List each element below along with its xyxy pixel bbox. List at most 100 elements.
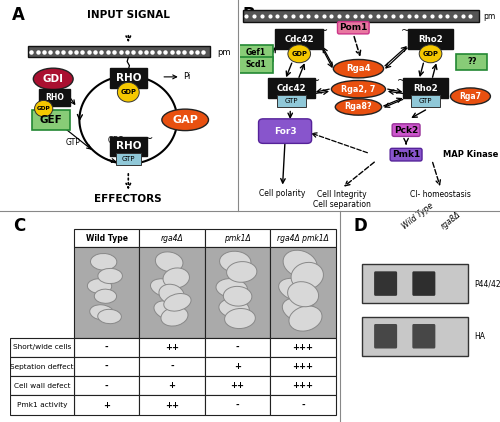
- Text: -: -: [236, 400, 240, 410]
- FancyBboxPatch shape: [205, 246, 270, 338]
- Ellipse shape: [163, 268, 190, 288]
- FancyBboxPatch shape: [362, 316, 469, 356]
- Ellipse shape: [164, 294, 191, 311]
- Ellipse shape: [159, 284, 184, 304]
- Ellipse shape: [161, 307, 188, 326]
- FancyBboxPatch shape: [258, 119, 312, 143]
- Text: Gef1: Gef1: [246, 49, 266, 57]
- Text: GTP: GTP: [418, 98, 432, 104]
- Text: GDP: GDP: [292, 51, 307, 57]
- Ellipse shape: [154, 301, 182, 320]
- Text: +++: +++: [292, 343, 314, 352]
- Ellipse shape: [278, 278, 316, 302]
- FancyBboxPatch shape: [74, 395, 140, 415]
- Text: Pck2: Pck2: [394, 126, 418, 135]
- Text: Short/wide cells: Short/wide cells: [13, 344, 71, 350]
- Text: ~: ~: [319, 26, 328, 36]
- FancyBboxPatch shape: [140, 230, 205, 246]
- FancyBboxPatch shape: [110, 68, 147, 88]
- Text: Rho2: Rho2: [418, 35, 443, 44]
- Text: +: +: [168, 381, 175, 390]
- Text: -: -: [105, 381, 108, 390]
- Ellipse shape: [332, 81, 386, 98]
- Text: GTP: GTP: [285, 98, 298, 104]
- Ellipse shape: [282, 298, 317, 323]
- Ellipse shape: [156, 252, 183, 272]
- FancyBboxPatch shape: [140, 338, 205, 357]
- Text: Rho2: Rho2: [413, 84, 438, 93]
- Text: Rga7: Rga7: [460, 92, 481, 101]
- Text: GAP: GAP: [172, 115, 198, 125]
- Text: pm: pm: [217, 48, 230, 57]
- Ellipse shape: [224, 287, 252, 306]
- Circle shape: [288, 45, 310, 63]
- Text: Cell Integrity
Cell separation: Cell Integrity Cell separation: [313, 190, 370, 209]
- FancyBboxPatch shape: [74, 338, 140, 357]
- Text: Wild Type: Wild Type: [400, 201, 436, 231]
- Text: HA: HA: [474, 332, 486, 341]
- Text: Pmk1 activity: Pmk1 activity: [16, 402, 67, 408]
- FancyBboxPatch shape: [140, 395, 205, 415]
- Text: P44/42: P44/42: [474, 279, 500, 288]
- Text: ~: ~: [400, 26, 410, 36]
- FancyBboxPatch shape: [205, 357, 270, 376]
- FancyBboxPatch shape: [116, 153, 141, 165]
- FancyBboxPatch shape: [276, 30, 323, 49]
- Text: Cell polarity: Cell polarity: [260, 189, 306, 198]
- FancyBboxPatch shape: [268, 78, 316, 98]
- Text: Rga8?: Rga8?: [344, 103, 372, 111]
- Text: MAP Kinase: MAP Kinase: [444, 150, 499, 159]
- Ellipse shape: [94, 289, 116, 303]
- Text: pm: pm: [484, 12, 496, 21]
- Text: Cdc42: Cdc42: [276, 84, 306, 93]
- Text: ~: ~: [312, 76, 320, 86]
- FancyBboxPatch shape: [140, 246, 205, 338]
- FancyBboxPatch shape: [10, 338, 74, 357]
- Text: rga8Δ: rga8Δ: [439, 210, 462, 231]
- Text: GDP: GDP: [120, 89, 136, 95]
- Text: EFFECTORS: EFFECTORS: [94, 194, 162, 204]
- Text: rga4Δ: rga4Δ: [160, 233, 184, 243]
- Text: ++: ++: [165, 343, 179, 352]
- Text: GDP: GDP: [422, 51, 438, 57]
- Text: ??: ??: [467, 57, 476, 66]
- Text: B: B: [242, 6, 255, 24]
- Text: -: -: [236, 343, 240, 352]
- Text: Rga4: Rga4: [346, 64, 371, 73]
- Text: RHO: RHO: [116, 73, 141, 83]
- Circle shape: [34, 100, 53, 117]
- Text: +++: +++: [292, 381, 314, 390]
- Text: ++: ++: [230, 381, 244, 390]
- Ellipse shape: [162, 109, 208, 130]
- Text: +++: +++: [292, 362, 314, 371]
- Ellipse shape: [224, 308, 256, 329]
- Ellipse shape: [90, 254, 117, 270]
- FancyBboxPatch shape: [74, 230, 140, 246]
- Text: Pi: Pi: [183, 73, 190, 81]
- Ellipse shape: [98, 309, 122, 324]
- FancyBboxPatch shape: [412, 324, 436, 349]
- Ellipse shape: [98, 268, 122, 284]
- Text: -: -: [105, 343, 108, 352]
- FancyBboxPatch shape: [10, 357, 74, 376]
- Ellipse shape: [220, 251, 251, 272]
- Text: GTP: GTP: [122, 156, 135, 162]
- Text: ~: ~: [142, 132, 153, 145]
- Text: Cell wall defect: Cell wall defect: [14, 383, 70, 389]
- Ellipse shape: [90, 305, 114, 320]
- Ellipse shape: [450, 88, 490, 105]
- Ellipse shape: [226, 262, 257, 282]
- Text: GDP: GDP: [37, 106, 51, 111]
- Text: RHO: RHO: [45, 93, 64, 102]
- Ellipse shape: [216, 279, 248, 298]
- Text: RHO: RHO: [116, 141, 141, 151]
- FancyBboxPatch shape: [140, 376, 205, 395]
- FancyBboxPatch shape: [39, 89, 70, 106]
- FancyBboxPatch shape: [205, 338, 270, 357]
- FancyBboxPatch shape: [278, 95, 305, 107]
- FancyBboxPatch shape: [74, 246, 140, 338]
- FancyBboxPatch shape: [28, 46, 210, 57]
- FancyBboxPatch shape: [205, 230, 270, 246]
- Text: Cdc42: Cdc42: [284, 35, 314, 44]
- FancyBboxPatch shape: [403, 78, 448, 98]
